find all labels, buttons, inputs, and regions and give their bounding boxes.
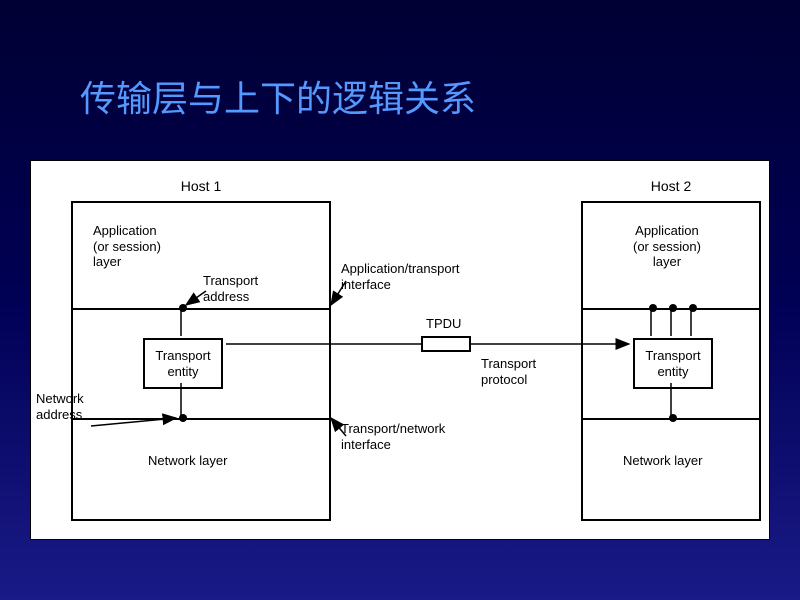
host1-label: Host 1 xyxy=(73,178,329,194)
host2-dot3 xyxy=(689,304,697,312)
tpdu-label: TPDU xyxy=(426,316,461,332)
host1-divider-top xyxy=(73,308,329,310)
tpdu-box xyxy=(421,336,471,352)
transport-network-interface-label: Transport/network interface xyxy=(341,421,445,452)
host2-dot-bottom xyxy=(669,414,677,422)
diagram-container: Host 1 Application (or session) layer Tr… xyxy=(30,160,770,540)
network-layer1-label: Network layer xyxy=(148,453,227,469)
transport-entity2-box: Transport entity xyxy=(633,338,713,389)
host2-label: Host 2 xyxy=(583,178,759,194)
host1-divider-bottom xyxy=(73,418,329,420)
transport-entity1-box: Transport entity xyxy=(143,338,223,389)
app-layer2-label: Application (or session) layer xyxy=(633,223,701,270)
host2-box: Host 2 Application (or session) layer Tr… xyxy=(581,201,761,521)
transport-entity1-label: Transport entity xyxy=(155,348,210,379)
host1-box: Host 1 Application (or session) layer Tr… xyxy=(71,201,331,521)
transport-address-label: Transport address xyxy=(203,273,258,304)
network-layer2-label: Network layer xyxy=(623,453,702,469)
host2-dot2 xyxy=(669,304,677,312)
network-address-dot xyxy=(179,414,187,422)
slide-title: 传输层与上下的逻辑关系 xyxy=(80,70,476,122)
transport-address-dot xyxy=(179,304,187,312)
transport-entity2-label: Transport entity xyxy=(645,348,700,379)
app-layer1-label: Application (or session) layer xyxy=(93,223,161,270)
transport-protocol-label: Transport protocol xyxy=(481,356,536,387)
network-address-label: Network address xyxy=(36,391,84,422)
app-transport-interface-label: Application/transport interface xyxy=(341,261,460,292)
host2-dot1 xyxy=(649,304,657,312)
